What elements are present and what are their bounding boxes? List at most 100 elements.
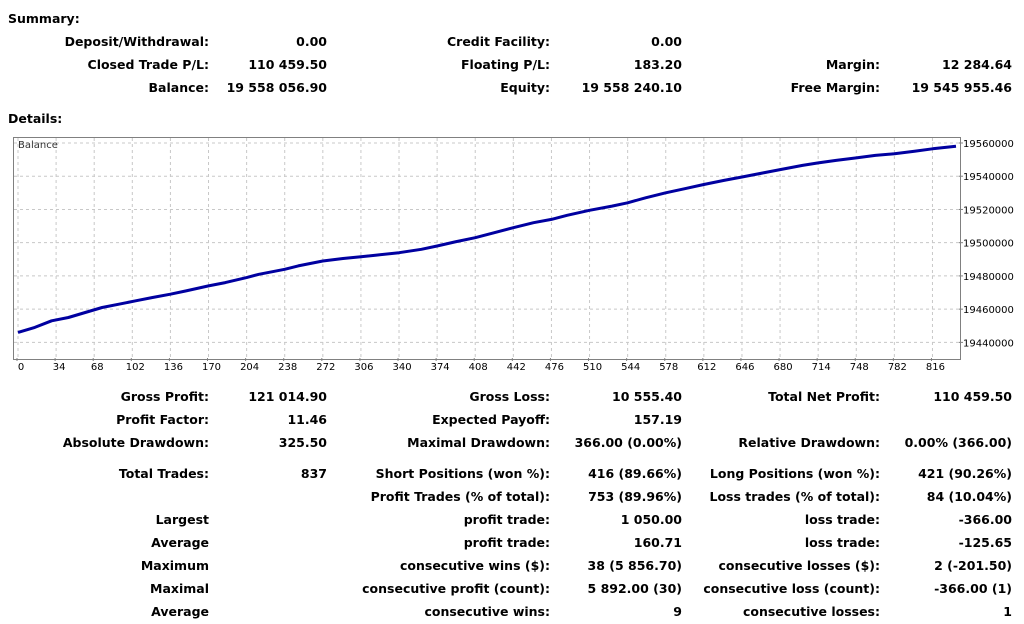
details-heading: Details: bbox=[8, 111, 63, 126]
maximal-drawdown-label: Maximal Drawdown: bbox=[407, 435, 550, 450]
x-tick-label: 748 bbox=[850, 362, 869, 373]
relative-drawdown-label: Relative Drawdown: bbox=[738, 435, 880, 450]
x-tick-label: 238 bbox=[278, 362, 297, 373]
chart-x-axis: 0 34 68 102 136 170 204 238 272 306 340 374 408 442 47… bbox=[16, 358, 945, 373]
loss-trades-label: Loss trades (% of total): bbox=[709, 489, 880, 504]
x-tick-label: 170 bbox=[202, 362, 221, 373]
absolute-drawdown-label: Absolute Drawdown: bbox=[62, 435, 209, 450]
expected-payoff-label: Expected Payoff: bbox=[432, 412, 550, 427]
avg-consecutive-wins-label: consecutive wins: bbox=[424, 604, 550, 619]
avg-consecutive-wins-value: 9 bbox=[673, 604, 682, 619]
closed-pl-value: 110 459.50 bbox=[248, 57, 327, 72]
loss-trades-value: 84 (10.04%) bbox=[926, 489, 1012, 504]
maximal-consecutive-profit-label: consecutive profit (count): bbox=[362, 581, 550, 596]
x-tick-label: 0 bbox=[18, 362, 24, 373]
gross-profit-label: Gross Profit: bbox=[120, 389, 209, 404]
maximal-consecutive-loss-label: consecutive loss (count): bbox=[703, 581, 880, 596]
max-consecutive-losses-value: 2 (-201.50) bbox=[934, 558, 1012, 573]
credit-value: 0.00 bbox=[651, 34, 682, 49]
avg-consecutive-losses-label: consecutive losses: bbox=[742, 604, 880, 619]
x-tick-label: 816 bbox=[926, 362, 945, 373]
largest-label: Largest bbox=[155, 512, 209, 527]
y-tick-label: 19460000 bbox=[963, 305, 1014, 316]
x-tick-label: 646 bbox=[735, 362, 754, 373]
balance-series-line bbox=[17, 144, 957, 334]
balance-chart: Balance bbox=[13, 137, 961, 360]
largest-loss-label: loss trade: bbox=[804, 512, 880, 527]
average-profit-label: profit trade: bbox=[463, 535, 550, 550]
chart-title: Balance bbox=[18, 140, 58, 151]
x-tick-label: 782 bbox=[888, 362, 907, 373]
total-net-profit-label: Total Net Profit: bbox=[768, 389, 880, 404]
x-tick-label: 204 bbox=[240, 362, 259, 373]
x-tick-label: 272 bbox=[316, 362, 335, 373]
short-positions-value: 416 (89.66%) bbox=[588, 466, 682, 481]
equity-value: 19 558 240.10 bbox=[581, 80, 682, 95]
largest-profit-value: 1 050.00 bbox=[620, 512, 682, 527]
relative-drawdown-value: 0.00% (366.00) bbox=[904, 435, 1012, 450]
y-tick-label: 19540000 bbox=[963, 172, 1014, 183]
x-tick-label: 714 bbox=[812, 362, 831, 373]
maximal-drawdown-value: 366.00 (0.00%) bbox=[574, 435, 682, 450]
summary-heading: Summary: bbox=[8, 11, 80, 26]
y-tick-label: 19440000 bbox=[963, 338, 1014, 349]
free-margin-label: Free Margin: bbox=[790, 80, 880, 95]
x-tick-label: 68 bbox=[91, 362, 104, 373]
x-tick-label: 510 bbox=[583, 362, 602, 373]
long-positions-value: 421 (90.26%) bbox=[918, 466, 1012, 481]
maximal-label: Maximal bbox=[150, 581, 209, 596]
y-tick-label: 19480000 bbox=[963, 272, 1014, 283]
maximal-consecutive-profit-value: 5 892.00 (30) bbox=[587, 581, 682, 596]
x-tick-label: 680 bbox=[774, 362, 793, 373]
floating-pl-value: 183.20 bbox=[633, 57, 682, 72]
long-positions-label: Long Positions (won %): bbox=[709, 466, 880, 481]
margin-label: Margin: bbox=[825, 57, 880, 72]
chart-plot-area bbox=[14, 138, 960, 359]
absolute-drawdown-value: 325.50 bbox=[278, 435, 327, 450]
profit-factor-value: 11.46 bbox=[287, 412, 327, 427]
total-trades-label: Total Trades: bbox=[118, 466, 209, 481]
profit-trades-value: 753 (89.96%) bbox=[588, 489, 682, 504]
deposit-label: Deposit/Withdrawal: bbox=[64, 34, 209, 49]
total-trades-value: 837 bbox=[300, 466, 327, 481]
x-tick-label: 136 bbox=[164, 362, 183, 373]
equity-label: Equity: bbox=[500, 80, 550, 95]
y-tick-label: 19520000 bbox=[963, 205, 1014, 216]
x-tick-label: 408 bbox=[469, 362, 488, 373]
max-consecutive-wins-label: consecutive wins ($): bbox=[399, 558, 550, 573]
gross-loss-label: Gross Loss: bbox=[469, 389, 550, 404]
floating-pl-label: Floating P/L: bbox=[461, 57, 550, 72]
average-consecutive-label: Average bbox=[151, 604, 209, 619]
y-tick-label: 19560000 bbox=[963, 139, 1014, 150]
balance-label: Balance: bbox=[148, 80, 209, 95]
average-profit-value: 160.71 bbox=[633, 535, 682, 550]
profit-trades-label: Profit Trades (% of total): bbox=[370, 489, 550, 504]
chart-y-axis: 19560000 19540000 19520000 19500000 19480000… bbox=[959, 139, 1014, 349]
x-tick-label: 306 bbox=[354, 362, 373, 373]
x-tick-label: 612 bbox=[697, 362, 716, 373]
x-tick-label: 544 bbox=[621, 362, 640, 373]
maximal-consecutive-loss-value: -366.00 (1) bbox=[934, 581, 1012, 596]
largest-profit-label: profit trade: bbox=[463, 512, 550, 527]
gross-loss-value: 10 555.40 bbox=[612, 389, 682, 404]
avg-consecutive-losses-value: 1 bbox=[1003, 604, 1012, 619]
x-tick-label: 578 bbox=[659, 362, 678, 373]
average-loss-label: loss trade: bbox=[804, 535, 880, 550]
maximum-label: Maximum bbox=[140, 558, 209, 573]
x-tick-label: 340 bbox=[392, 362, 411, 373]
total-net-profit-value: 110 459.50 bbox=[933, 389, 1012, 404]
average-label: Average bbox=[151, 535, 209, 550]
gross-profit-value: 121 014.90 bbox=[248, 389, 327, 404]
x-tick-label: 476 bbox=[545, 362, 564, 373]
largest-loss-value: -366.00 bbox=[958, 512, 1012, 527]
margin-value: 12 284.64 bbox=[942, 57, 1012, 72]
x-tick-label: 34 bbox=[53, 362, 66, 373]
max-consecutive-wins-value: 38 (5 856.70) bbox=[587, 558, 682, 573]
expected-payoff-value: 157.19 bbox=[633, 412, 682, 427]
x-tick-label: 374 bbox=[431, 362, 450, 373]
free-margin-value: 19 545 955.46 bbox=[911, 80, 1012, 95]
max-consecutive-losses-label: consecutive losses ($): bbox=[718, 558, 880, 573]
deposit-value: 0.00 bbox=[296, 34, 327, 49]
credit-label: Credit Facility: bbox=[446, 34, 550, 49]
balance-value: 19 558 056.90 bbox=[226, 80, 327, 95]
